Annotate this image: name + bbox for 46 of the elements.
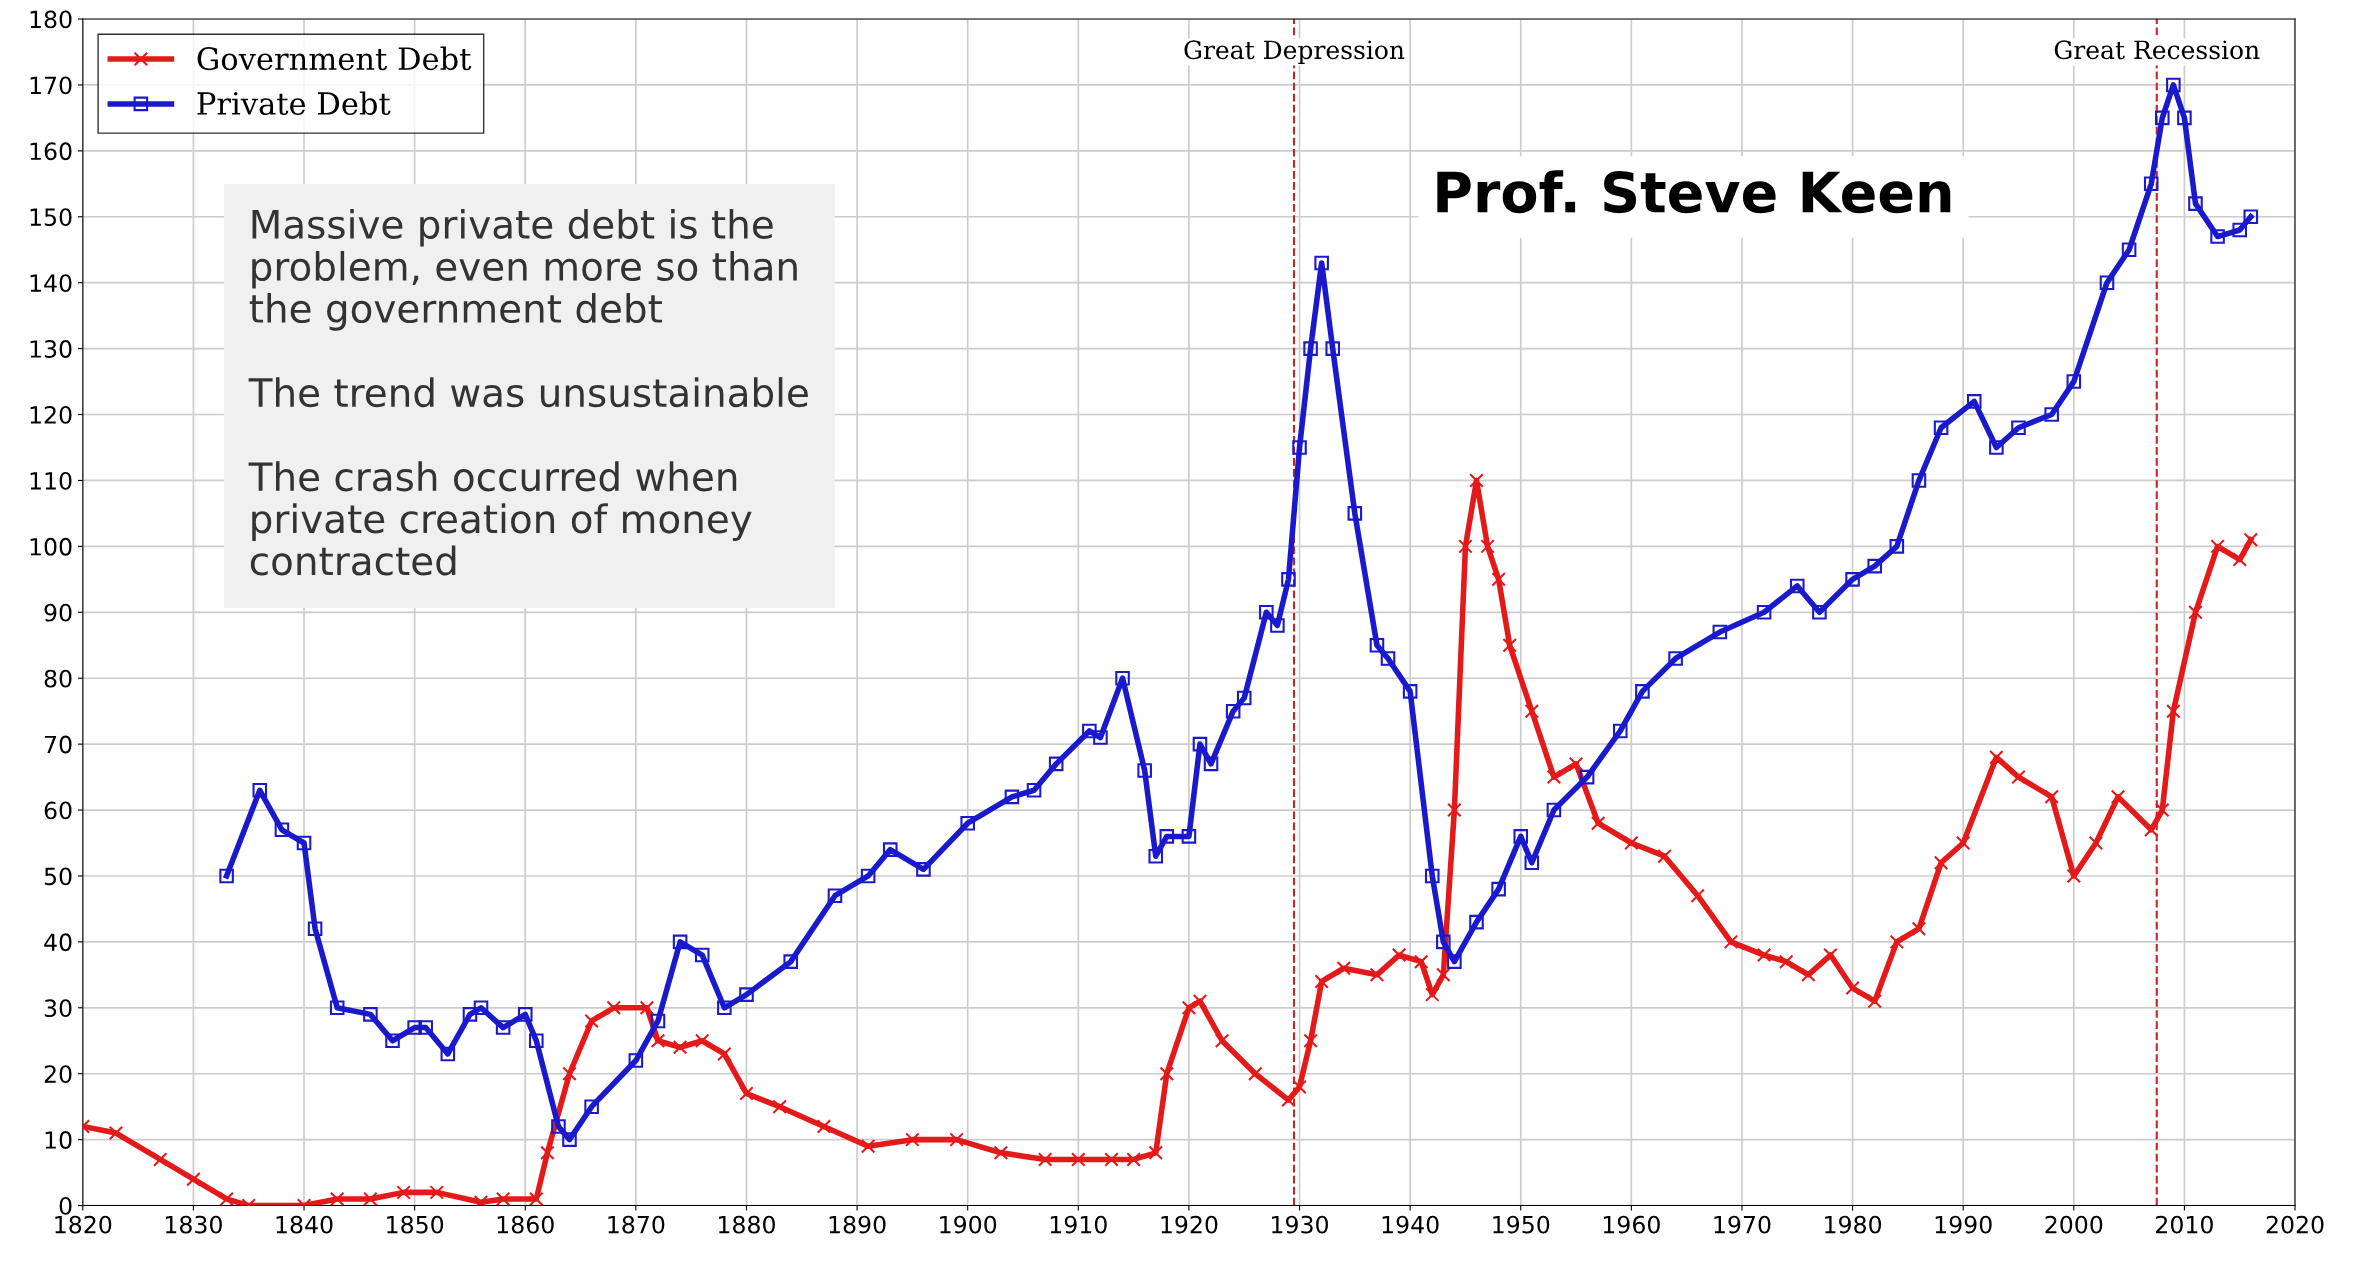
y-tick-label: 140 xyxy=(30,274,72,293)
y-tick-label: 130 xyxy=(30,340,72,358)
x-tick-label: 1890 xyxy=(829,1215,886,1234)
ref-line-label: Great Recession xyxy=(2054,40,2260,60)
x-tick-label: 1860 xyxy=(497,1215,554,1234)
x-tick-label: 2000 xyxy=(2045,1215,2103,1234)
text: Massive private debt is the problem, even more so than the government debt The trend was unsustainable The crash occurred when private creation of money contracted xyxy=(248,208,808,576)
y-tick-label: 50 xyxy=(44,867,72,886)
x-tick-label: 1920 xyxy=(1161,1215,1218,1234)
y-tick-label: 10 xyxy=(45,1131,72,1149)
x-tick-label: 2020 xyxy=(2266,1215,2324,1234)
y-tick-label: 60 xyxy=(44,801,72,820)
x-tick-label: 1990 xyxy=(1935,1215,1992,1234)
y-tick-label: 40 xyxy=(44,933,72,952)
x-tick-label: 1980 xyxy=(1825,1215,1882,1234)
y-tick-label: 0 xyxy=(59,1197,72,1215)
x-tick-label: 2010 xyxy=(2156,1215,2213,1234)
y-tick-label: 110 xyxy=(30,471,72,490)
y-tick-label: 70 xyxy=(44,735,72,754)
x-tick-label: 1960 xyxy=(1603,1215,1660,1234)
x-tick-label: 1880 xyxy=(719,1215,775,1234)
x-tick-label: 1930 xyxy=(1272,1215,1328,1234)
y-tick-label: 180 xyxy=(30,10,72,29)
x-tick-label: 1970 xyxy=(1714,1215,1771,1234)
legend-label: Government Debt xyxy=(197,46,472,71)
x-tick-label: 1830 xyxy=(165,1215,222,1234)
x-tick-label: 1850 xyxy=(387,1215,444,1234)
x-tick-label: 1840 xyxy=(276,1215,333,1234)
x-tick-label: 1910 xyxy=(1050,1215,1107,1234)
x-tick-label: 1940 xyxy=(1382,1215,1439,1234)
x-tick-label: 1820 xyxy=(55,1215,112,1234)
y-tick-label: 80 xyxy=(44,669,72,688)
x-tick-label: 1870 xyxy=(608,1215,665,1234)
y-tick-label: 100 xyxy=(30,537,72,556)
y-tick-label: 30 xyxy=(44,999,72,1018)
y-tick-label: 160 xyxy=(30,142,72,161)
y-tick-label: 170 xyxy=(30,76,72,95)
annotation: Prof. Steve Keen xyxy=(1437,170,1951,214)
y-tick-label: 90 xyxy=(44,603,72,622)
y-tick-label: 120 xyxy=(30,405,72,424)
legend-label: Private Debt xyxy=(197,91,391,116)
y-tick-label: 20 xyxy=(44,1065,72,1084)
x-tick-label: 1900 xyxy=(940,1215,997,1234)
x-tick-label: 1950 xyxy=(1493,1215,1550,1234)
y-tick-label: 150 xyxy=(30,208,72,227)
ref-line-label: Great Depression xyxy=(1184,40,1405,65)
